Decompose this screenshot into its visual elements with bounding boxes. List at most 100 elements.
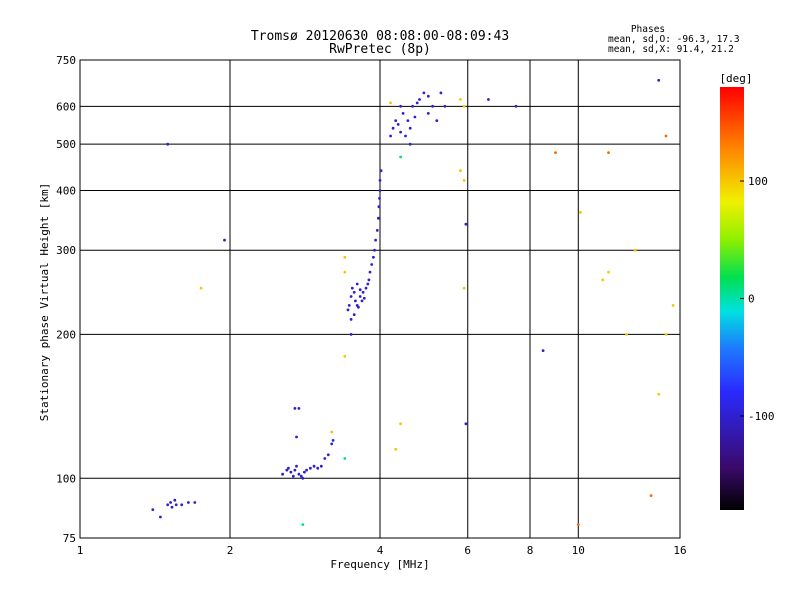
colorbar-tick-label: 0: [748, 293, 755, 306]
colorbar-ticks: 100 0 -100: [740, 175, 775, 423]
data-point: [408, 142, 412, 146]
data-point: [422, 91, 426, 95]
data-point: [439, 91, 443, 95]
data-point: [464, 422, 468, 426]
data-point: [459, 98, 462, 101]
data-point: [378, 189, 382, 192]
data-point: [426, 112, 430, 115]
data-point: [295, 464, 298, 468]
y-tick-label: 500: [56, 138, 76, 151]
y-tick-label: 400: [56, 184, 76, 197]
x-axis: 1 2 4 6 8 10 16: [77, 544, 687, 557]
data-point: [649, 494, 653, 497]
data-point: [431, 104, 434, 108]
data-point: [664, 333, 668, 336]
y-tick-label: 100: [56, 472, 76, 485]
data-point: [187, 501, 190, 504]
data-point: [199, 286, 203, 290]
data-point: [346, 308, 350, 312]
data-point: [378, 179, 382, 182]
data-point: [343, 255, 347, 259]
data-point: [389, 101, 392, 105]
data-point: [281, 472, 284, 476]
data-point: [396, 123, 400, 126]
data-point: [625, 333, 628, 336]
data-point: [343, 457, 347, 460]
y-tick-label: 750: [56, 54, 76, 67]
x-tick-label: 8: [527, 544, 534, 557]
chart-title: Tromsø 20120630 08:08:00-08:09:43: [251, 29, 509, 44]
data-point: [349, 295, 353, 298]
data-point: [487, 98, 490, 101]
data-point: [462, 104, 466, 108]
grid-lines: [80, 60, 680, 538]
data-point: [331, 439, 335, 442]
data-point: [579, 211, 582, 214]
data-point: [377, 216, 380, 220]
x-tick-label: 10: [572, 544, 585, 557]
data-point: [443, 104, 447, 108]
data-point: [657, 392, 661, 396]
y-tick-label: 300: [56, 244, 76, 257]
data-point: [374, 238, 377, 242]
data-point: [291, 474, 295, 478]
data-point: [193, 501, 197, 504]
y-axis: 75 100 200 300 400 500 600 750: [56, 54, 76, 545]
data-point: [406, 119, 410, 122]
data-point: [554, 151, 557, 155]
y-axis-label: Stationary phase Virtual Height [km]: [38, 183, 51, 421]
data-point: [391, 126, 395, 130]
data-point: [464, 222, 468, 226]
data-point: [174, 503, 178, 507]
data-point: [170, 505, 174, 509]
data-point: [358, 295, 362, 298]
data-point: [368, 270, 372, 274]
data-point: [370, 263, 374, 266]
data-point: [287, 466, 290, 470]
data-point: [355, 282, 359, 286]
data-point: [326, 453, 330, 457]
data-point: [297, 407, 301, 410]
data-point: [377, 205, 381, 209]
data-point: [159, 515, 162, 519]
data-point: [297, 472, 301, 476]
x-tick-label: 16: [673, 544, 686, 557]
data-point: [426, 94, 430, 98]
data-point: [285, 468, 289, 472]
data-point: [378, 197, 381, 200]
data-point: [352, 290, 356, 294]
phases-o-stats: mean, sd,O: -96.3, 17.3: [608, 34, 740, 45]
data-point: [408, 126, 412, 130]
data-point: [299, 474, 303, 478]
data-point: [366, 282, 370, 286]
data-point: [576, 523, 580, 526]
data-point: [415, 101, 419, 105]
data-point: [664, 134, 668, 138]
data-point: [361, 290, 365, 294]
data-point: [404, 134, 407, 138]
data-point: [657, 78, 661, 82]
data-point: [394, 119, 398, 122]
data-point: [323, 457, 327, 460]
data-point: [301, 476, 305, 480]
plot-frame: [79, 59, 681, 539]
data-point: [295, 435, 298, 439]
data-point: [394, 447, 398, 451]
y-tick-label: 75: [63, 532, 76, 545]
data-points: [151, 78, 675, 526]
data-point: [360, 299, 364, 303]
colorbar-tick-label: 100: [748, 175, 768, 188]
data-point: [312, 464, 316, 468]
data-point: [435, 119, 439, 122]
data-point: [166, 142, 170, 146]
data-point: [372, 255, 375, 259]
data-point: [607, 270, 610, 274]
x-tick-label: 2: [227, 544, 234, 557]
data-point: [399, 422, 402, 426]
colorbar-label: [deg]: [719, 72, 752, 85]
data-point: [223, 238, 226, 242]
data-point: [399, 130, 402, 134]
data-point: [399, 155, 402, 159]
data-point: [180, 503, 184, 507]
